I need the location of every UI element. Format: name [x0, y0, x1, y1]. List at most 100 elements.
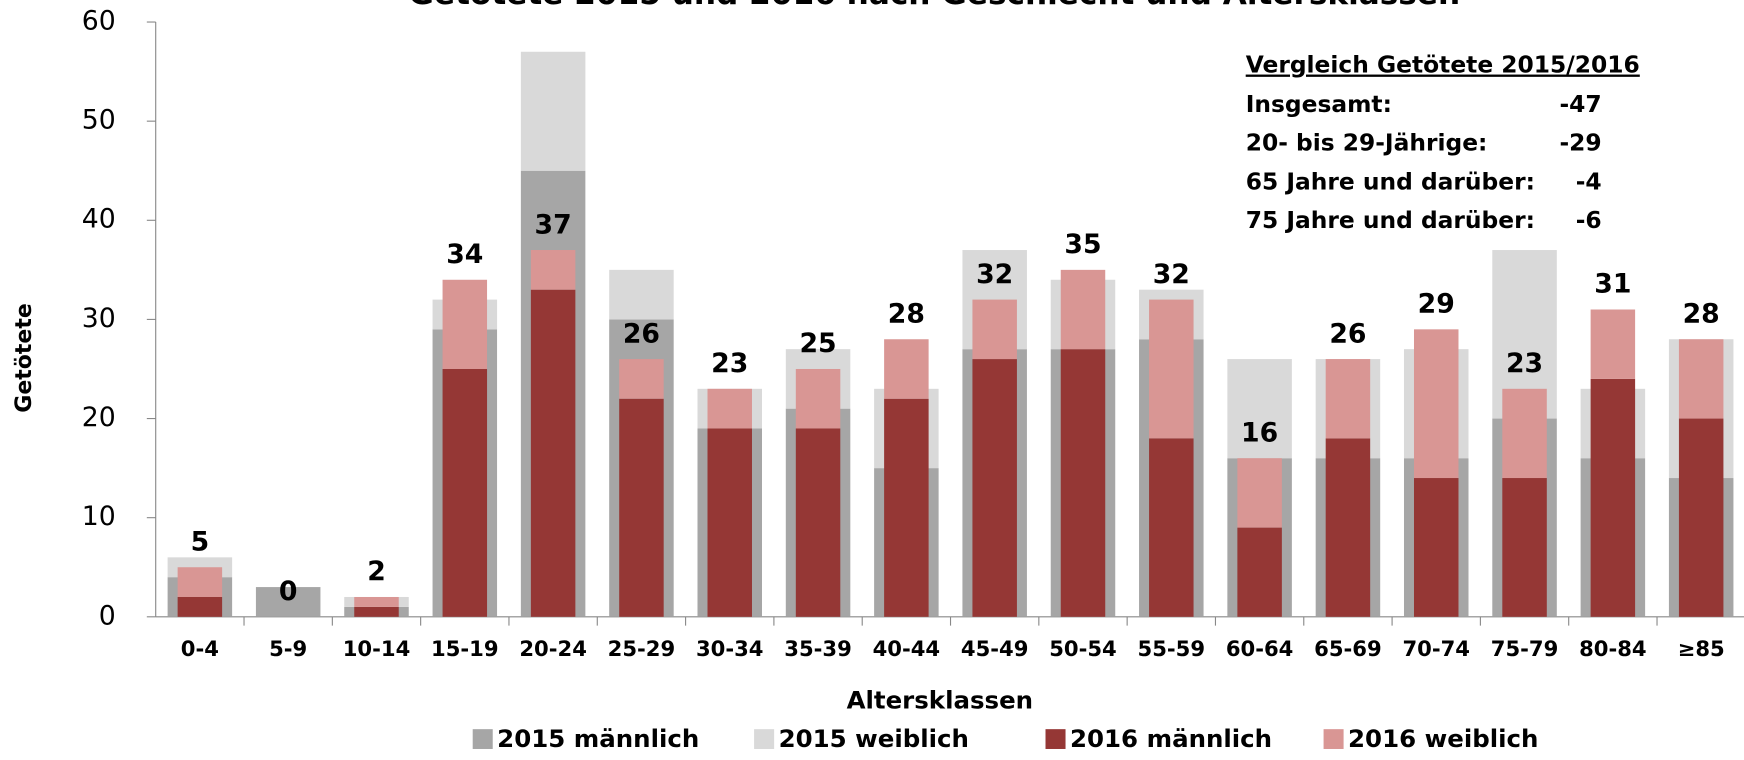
data-label: 32 [1153, 259, 1190, 290]
annotation-label: Insgesamt: [1246, 91, 1392, 118]
x-tick-label: ≥85 [1678, 636, 1725, 661]
x-tick-label: 25-29 [608, 636, 676, 661]
bar [1237, 458, 1282, 528]
annotation-value: -4 [1576, 168, 1602, 195]
bar [1149, 299, 1194, 439]
data-label: 2 [367, 556, 386, 587]
x-tick-label: 40-44 [873, 636, 941, 661]
data-label: 31 [1594, 269, 1631, 300]
bar [1325, 359, 1371, 439]
bar [1502, 388, 1547, 479]
annotation-value: -6 [1576, 207, 1602, 234]
x-tick-label: 75-79 [1491, 636, 1559, 661]
data-label: 25 [799, 328, 836, 359]
bar [1678, 418, 1724, 617]
data-label: 37 [535, 209, 572, 240]
bar [884, 398, 929, 617]
bar [884, 339, 929, 399]
y-axis-label: Getötete [11, 303, 37, 413]
bar [354, 606, 399, 617]
x-tick-label: 55-59 [1138, 636, 1206, 661]
data-label: 26 [623, 318, 660, 349]
bar [1060, 349, 1106, 617]
legend-swatch [754, 729, 775, 749]
y-tick-label: 20 [82, 402, 116, 433]
annotation-title: Vergleich Getötete 2015/2016 [1246, 52, 1640, 79]
data-label: 23 [711, 348, 748, 379]
data-label: 5 [191, 527, 210, 558]
x-tick-label: 0-4 [181, 636, 219, 661]
x-axis-label: Altersklassen [847, 686, 1034, 715]
x-tick-label: 5-9 [269, 636, 307, 661]
bar [520, 51, 586, 171]
y-tick-label: 0 [99, 600, 116, 631]
x-tick-label: 80-84 [1579, 636, 1647, 661]
bar [795, 428, 841, 617]
bar [255, 587, 321, 617]
x-tick-label: 65-69 [1314, 636, 1382, 661]
chart-title: Getötete 2015 und 2016 nach Geschlecht u… [408, 0, 1460, 12]
data-label: 26 [1329, 318, 1366, 349]
bar [530, 289, 576, 617]
y-tick-label: 10 [82, 501, 116, 532]
bar [1060, 269, 1106, 350]
bar [530, 250, 576, 290]
y-tick-label: 40 [82, 204, 116, 235]
x-tick-label: 45-49 [961, 636, 1029, 661]
bar [442, 279, 488, 369]
bar [442, 368, 488, 617]
legend-label: 2015 weiblich [779, 724, 969, 753]
data-label: 23 [1506, 348, 1543, 379]
legend-swatch [1045, 729, 1066, 749]
legend-swatch [1323, 729, 1344, 749]
bar [619, 398, 664, 617]
bar [1502, 478, 1547, 617]
x-tick-label: 35-39 [784, 636, 852, 661]
legend-label: 2016 männlich [1070, 724, 1272, 753]
bar [1590, 309, 1636, 379]
bar [1237, 527, 1282, 617]
data-label: 28 [888, 299, 925, 330]
data-label: 28 [1683, 299, 1720, 330]
annotation-label: 20- bis 29-Jährige: [1246, 130, 1488, 157]
bar [1678, 339, 1724, 419]
y-tick-label: 30 [82, 303, 116, 334]
legend-swatch [472, 729, 493, 749]
bar [1227, 359, 1292, 459]
y-tick-label: 60 [82, 6, 116, 37]
annotation-value: -47 [1559, 91, 1601, 118]
bar [972, 299, 1017, 360]
annotation-label: 65 Jahre und darüber: [1246, 168, 1535, 195]
bar [619, 359, 664, 399]
legend-label: 2016 weiblich [1348, 724, 1538, 753]
x-tick-label: 50-54 [1049, 636, 1117, 661]
annotation-label: 75 Jahre und darüber: [1246, 207, 1535, 234]
x-tick-label: 60-64 [1226, 636, 1294, 661]
bar [707, 388, 752, 429]
bar [177, 567, 223, 597]
data-label: 16 [1241, 418, 1278, 449]
x-tick-label: 10-14 [343, 636, 411, 661]
bar [1149, 438, 1194, 617]
data-label: 35 [1064, 229, 1101, 260]
x-tick-label: 20-24 [519, 636, 587, 661]
bar [972, 359, 1017, 617]
bar [1325, 438, 1371, 617]
annotation-value: -29 [1559, 130, 1601, 157]
data-label: 29 [1418, 289, 1455, 320]
x-tick-label: 70-74 [1402, 636, 1470, 661]
bar [1413, 478, 1459, 617]
legend-label: 2015 männlich [497, 724, 699, 753]
bar [609, 269, 674, 320]
bar [795, 368, 841, 429]
x-tick-label: 15-19 [431, 636, 499, 661]
bar [177, 596, 223, 617]
data-label: 34 [446, 239, 483, 270]
bar [1413, 329, 1459, 479]
bar [707, 428, 752, 617]
bar [354, 596, 399, 607]
bar [1590, 378, 1636, 617]
x-tick-label: 30-34 [696, 636, 764, 661]
y-tick-label: 50 [82, 105, 116, 136]
